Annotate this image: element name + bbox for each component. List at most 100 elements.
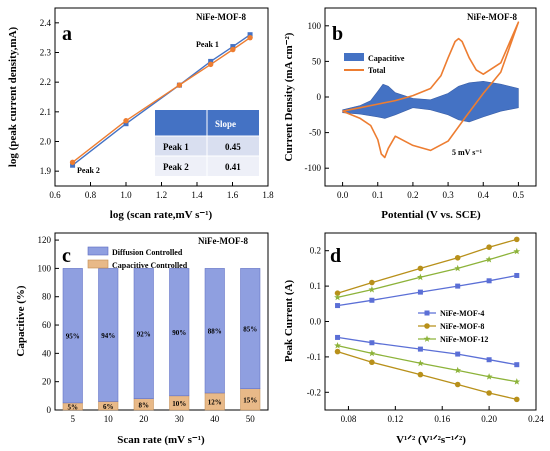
slope-table: Slope Peak 1 0.45 Peak 2 0.41 — [155, 110, 259, 176]
panel-c-ytick-label: 0 — [47, 405, 52, 415]
panel-d-line-nife-mof-4-lower — [337, 336, 517, 366]
panel-c-xtick-label: 10 — [104, 414, 114, 424]
panel-d-point-nife-mof-12 — [513, 247, 521, 255]
panel-b-xtick-label: 0.4 — [478, 190, 490, 200]
panel-d-ytick-label: 0.0 — [310, 317, 322, 327]
panel-c-bar-diffusion — [62, 268, 83, 404]
panel-a-point-peak2 — [176, 82, 183, 88]
panel-c-bar-diffusion — [204, 268, 225, 394]
slope-table-row2-name: Peak 2 — [163, 162, 189, 172]
panel-d-point-nife-mof-4 — [369, 297, 375, 303]
panel-c-diffusion-label: 94% — [101, 332, 115, 340]
slope-table-row2-value: 0.41 — [225, 162, 241, 172]
legend-capacitive: Capacitive — [368, 54, 405, 63]
panel-d-point-nife-mof-12 — [454, 366, 462, 374]
panel-d-legend-marker — [424, 310, 430, 316]
panel-d-point-nife-mof-8 — [486, 390, 492, 396]
panel-d-point-nife-mof-8 — [369, 279, 375, 286]
panel-d-xtick-label: 0.08 — [341, 414, 357, 424]
panel-a-ylabel: log (peak current density,mA) — [7, 26, 19, 167]
panel-b-letter: b — [332, 23, 343, 45]
panel-d-line-nife-mof-4-upper — [337, 274, 517, 307]
panel-a-point-peak1 — [70, 162, 76, 168]
panel-a-point-peak1 — [230, 44, 236, 50]
panel-c-ytick-label: 120 — [38, 235, 52, 245]
panel-d-point-nife-mof-12 — [454, 264, 462, 272]
panel-d-point-nife-mof-8 — [454, 381, 461, 388]
slope-table-header: Slope — [215, 119, 236, 129]
panel-a-series-line-1 — [72, 34, 251, 166]
slope-table-row1-name: Peak 1 — [163, 142, 189, 152]
panel-c-capacitive-label: 5% — [68, 403, 79, 411]
panel-d-point-nife-mof-8 — [334, 348, 341, 355]
panel-d-legend-label: NiFe-MOF-8 — [440, 322, 484, 331]
panel-b-xtick-label: 0.0 — [337, 190, 349, 200]
panel-c-axes — [54, 232, 269, 411]
panel-c-ytick-label: 60 — [42, 320, 52, 330]
panel-c-title: NiFe-MOF-8 — [198, 236, 248, 246]
panel-a-peak1-annotation: Peak 1 — [196, 40, 219, 49]
panel-d-point-nife-mof-8 — [369, 359, 375, 366]
panel-d-point-nife-mof-4 — [486, 357, 492, 363]
panel-d-point-nife-mof-4 — [455, 351, 461, 357]
panel-c-ytick-label: 100 — [38, 263, 52, 273]
panel-d-point-nife-mof-12 — [368, 349, 376, 357]
legend-capacitive-controlled: Capacitive Controlled — [112, 261, 188, 270]
panel-c-xtick-label: 5 — [71, 414, 76, 424]
panel-a-point-peak2 — [230, 46, 236, 53]
panel-b-ytick-label: 0 — [317, 92, 322, 102]
panel-d-legend-label: NiFe-MOF-12 — [440, 335, 488, 344]
panel-d-legend-marker — [423, 335, 431, 342]
panel-d-xlabel: V¹ᐟ² (V¹ᐟ²s⁻¹ᐟ²) — [396, 434, 466, 446]
panel-d-point-nife-mof-4 — [514, 272, 520, 278]
panel-a-ytick-label: 2.2 — [40, 77, 51, 87]
panel-b-scanrate-annotation: 5 mV s⁻¹ — [452, 148, 483, 157]
panel-a-ytick-label: 1.9 — [40, 166, 52, 176]
panel-d-xtick-label: 0.16 — [434, 414, 450, 424]
panel-c-diffusion-label: 90% — [172, 329, 186, 337]
panel-b-ytick-label: -50 — [309, 128, 321, 138]
panel-d-point-nife-mof-12 — [334, 342, 341, 349]
panel-c-letter: c — [62, 245, 71, 267]
panel-d-point-nife-mof-12 — [513, 378, 521, 385]
panel-d-ytick-label: -0.2 — [307, 387, 321, 397]
panel-a-xtick-label: 1.6 — [227, 190, 239, 200]
panel-d-line-nife-mof-12-lower — [337, 344, 517, 383]
panel-c-bar-diffusion — [240, 268, 261, 390]
panel-d-point-nife-mof-8 — [513, 396, 520, 403]
panel-b: b NiFe-MOF-8 0.0 0.1 0.2 0.3 0.4 0.5 -100 -50 0 5… — [283, 7, 537, 221]
panel-c-xtick-label: 20 — [139, 414, 149, 424]
panel-d-line-nife-mof-8-upper — [337, 238, 517, 294]
panel-c-capacitive-label: 15% — [243, 396, 257, 404]
panel-a-xtick-label: 0.8 — [85, 190, 97, 200]
panel-a-point-peak1 — [208, 58, 214, 64]
panel-d-point-nife-mof-8 — [513, 236, 520, 243]
panel-c-bar-diffusion — [133, 268, 154, 399]
panel-d-axes — [324, 232, 537, 411]
panel-d-legend-label: NiFe-MOF-4 — [440, 309, 484, 318]
panel-d-point-nife-mof-8 — [454, 254, 461, 261]
panel-b-capacitive-area — [342, 80, 519, 123]
panel-b-xtick-label: 0.1 — [372, 190, 383, 200]
panel-c-capacitive-label: 10% — [172, 400, 186, 408]
panel-c-capacitive-label: 6% — [103, 403, 114, 411]
panel-c-xtick-label: 30 — [175, 414, 185, 424]
panel-a-point-peak2 — [247, 34, 253, 41]
panel-b-xtick-label: 0.5 — [513, 190, 525, 200]
panel-d: d 0.08 0.12 0.16 0.20 0.24-0.2-0.10.00.10.2 … — [283, 232, 544, 446]
panel-d-point-nife-mof-4 — [369, 340, 375, 346]
panel-d-point-nife-mof-8 — [417, 371, 424, 378]
panel-c-diffusion-label: 88% — [208, 328, 222, 336]
panel-d-ytick-label: 0.1 — [310, 281, 321, 291]
panel-d-point-nife-mof-4 — [417, 289, 423, 295]
panel-d-point-nife-mof-12 — [417, 359, 424, 367]
panel-c-diffusion-label: 85% — [243, 326, 257, 334]
slope-table-row1-value: 0.45 — [225, 142, 241, 152]
panel-d-point-nife-mof-8 — [417, 265, 424, 272]
panel-d-letter: d — [330, 245, 341, 267]
panel-d-line-nife-mof-12-upper — [337, 250, 517, 299]
panel-d-xtick-label: 0.12 — [387, 414, 403, 424]
panel-a: a NiFe-MOF-8 0.6 0.8 1.0 1.2 1.4 1.6 1.8 1.9 2.0… — [7, 7, 274, 221]
panel-c-diffusion-label: 95% — [66, 333, 80, 341]
